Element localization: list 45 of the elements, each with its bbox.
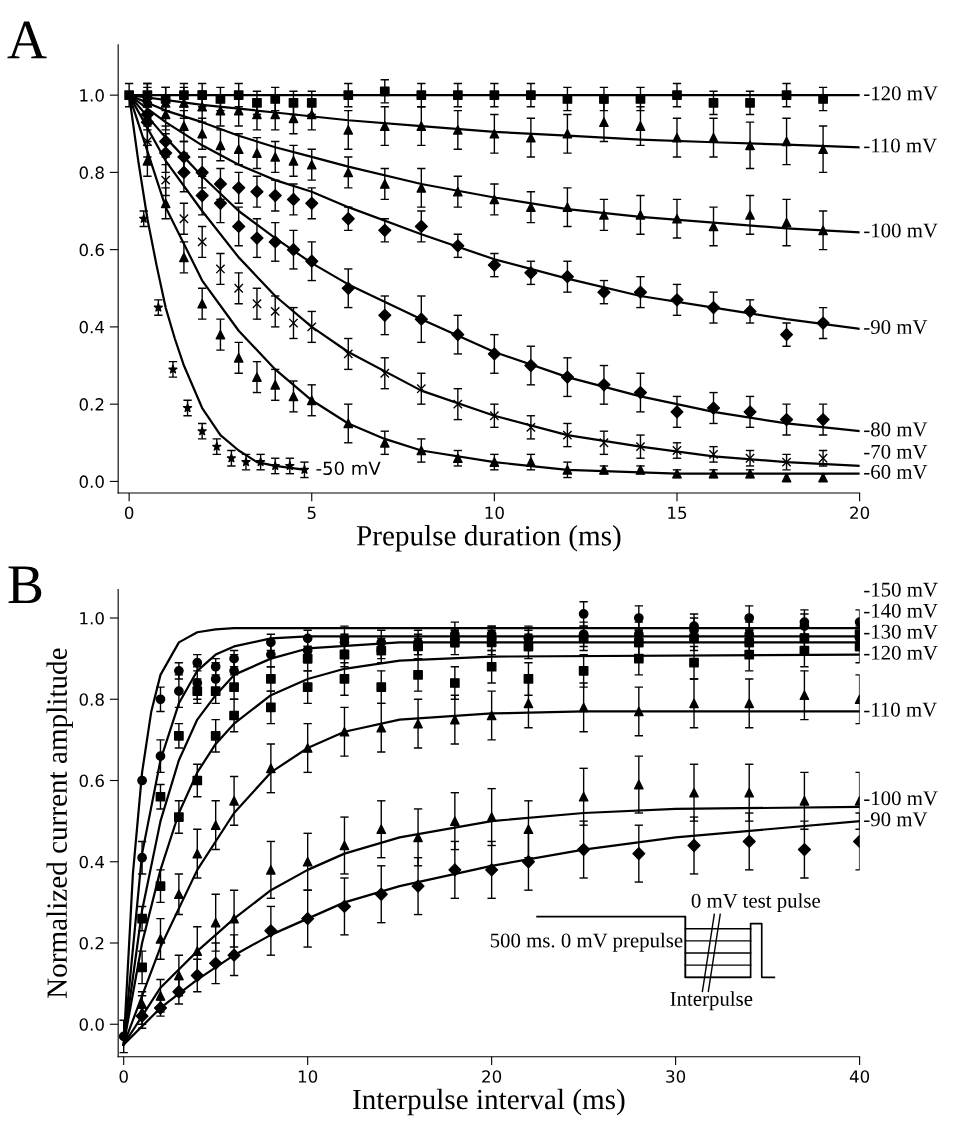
- series-label: -50 mV: [316, 461, 381, 476]
- x-axis-title: Interpulse interval (ms): [353, 1088, 625, 1116]
- x-tick-label: 0: [119, 1070, 128, 1083]
- y-axis-title: Normalized current amplitude: [46, 648, 73, 999]
- annotation: Interpulse: [670, 991, 753, 1011]
- series-label: -90 mV: [864, 812, 928, 827]
- x-tick-label: 20: [850, 506, 870, 520]
- series-label: -100 mV: [864, 791, 938, 806]
- series-label: -70 mV: [864, 444, 928, 459]
- series-label: -110 mV: [864, 138, 937, 153]
- series-label: -130 mV: [864, 624, 938, 639]
- y-tick-label: 0.0: [79, 1018, 104, 1031]
- y-tick-label: 1.0: [80, 89, 104, 102]
- x-tick-label: 10: [485, 506, 504, 520]
- x-tick-label: 10: [298, 1070, 318, 1083]
- chart-title: B: [8, 566, 42, 604]
- series-label: -140 mV: [864, 603, 938, 618]
- series-label: -120 mV: [864, 645, 938, 660]
- series-label: -120 mV: [864, 86, 938, 101]
- series-label: -100 mV: [864, 223, 938, 238]
- y-tick-label: 0.8: [79, 693, 104, 706]
- y-tick-label: 0.4: [79, 320, 105, 334]
- annotation: 0 mV test pulse: [691, 893, 820, 913]
- x-axis-title: Prepulse duration (ms): [356, 525, 621, 552]
- series-label: -60 mV: [864, 464, 928, 480]
- y-tick-label: 0.6: [79, 774, 104, 788]
- series-label: -150 mV: [864, 582, 938, 597]
- x-tick-label: 30: [666, 1070, 686, 1083]
- series-label: -90 mV: [864, 319, 928, 335]
- x-tick-label: 20: [482, 1070, 502, 1083]
- annotation: 500 ms. 0 mV prepulse: [490, 932, 683, 952]
- series-label: -80 mV: [864, 422, 928, 437]
- y-tick-label: 0.6: [79, 243, 104, 257]
- y-tick-label: 0.2: [79, 936, 104, 950]
- y-tick-label: 0.8: [79, 166, 104, 179]
- y-tick-label: 0.0: [79, 475, 104, 488]
- x-tick-label: 0: [124, 506, 134, 520]
- x-tick-label: 15: [668, 506, 687, 520]
- y-tick-label: 0.4: [79, 855, 105, 869]
- x-tick-label: 40: [849, 1070, 870, 1083]
- y-tick-label: 0.2: [79, 398, 104, 411]
- y-tick-label: 1.0: [80, 611, 104, 625]
- x-tick-label: 5: [307, 506, 316, 520]
- series-label: -110 mV: [864, 702, 937, 717]
- chart-title: A: [7, 21, 47, 59]
